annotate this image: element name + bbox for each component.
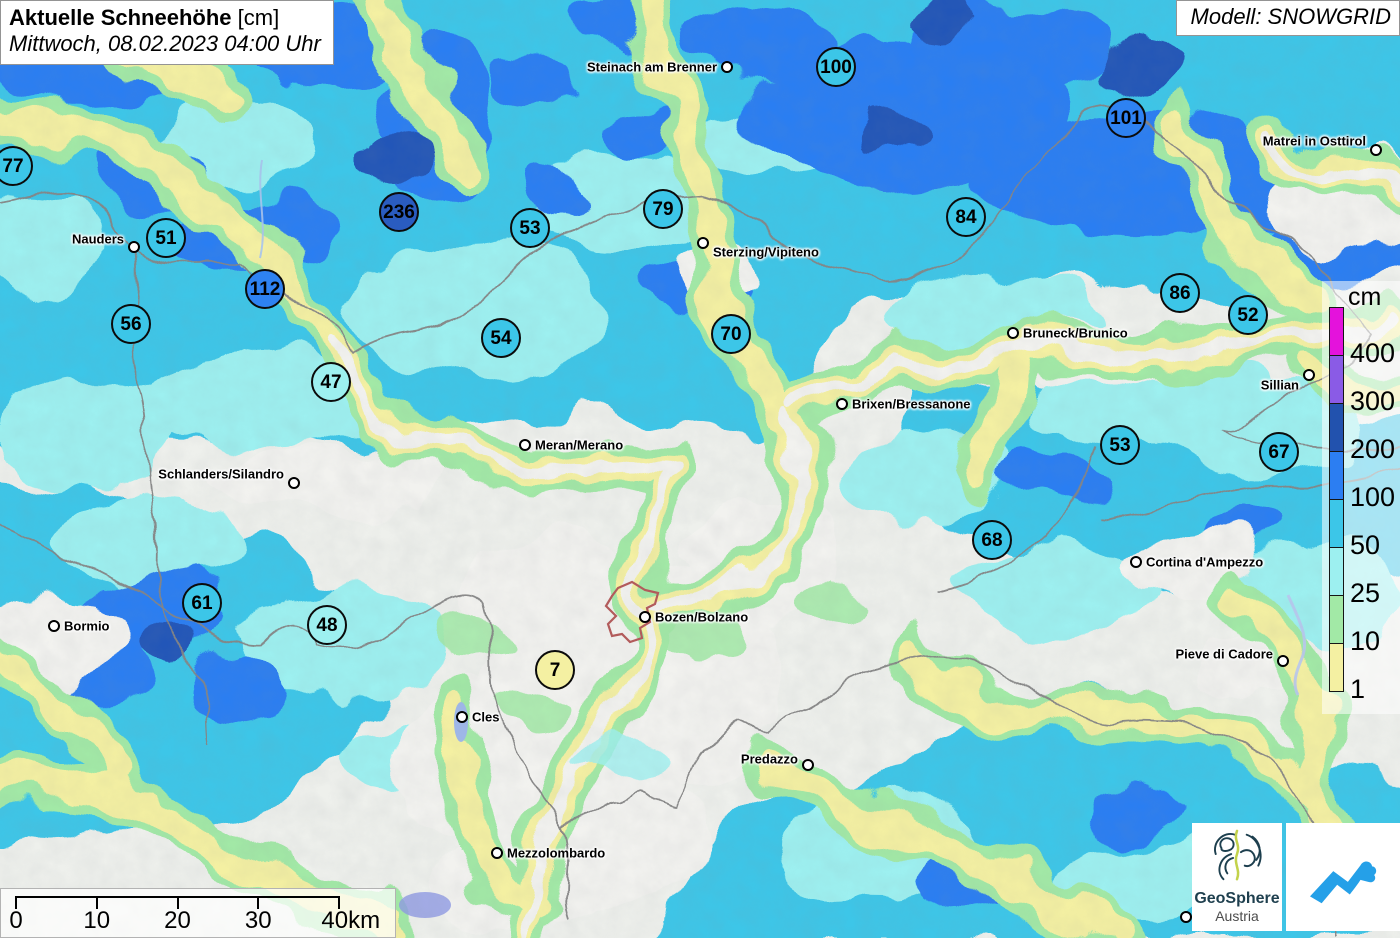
city-dot <box>1277 655 1289 667</box>
station-marker: 84 <box>946 197 986 237</box>
map-title-unit: [cm] <box>237 5 280 30</box>
scalebar-tick <box>338 896 340 909</box>
legend: cm 400 300 200 100 50 25 10 1 <box>1322 281 1400 714</box>
geosphere-name: GeoSphere <box>1194 890 1280 907</box>
city-label: Sillian <box>1260 377 1299 393</box>
city-dot <box>456 711 468 723</box>
legend-swatch: 10 <box>1329 595 1380 655</box>
city-label: Cortina d'Ampezzo <box>1146 554 1264 570</box>
scalebar-label: 40km <box>321 907 381 934</box>
station-marker: 79 <box>643 189 683 229</box>
legend-swatch: 25 <box>1329 547 1380 607</box>
city-dot <box>48 620 60 632</box>
legend-swatch: 1 <box>1329 643 1365 703</box>
station-marker: 52 <box>1228 295 1268 335</box>
city-dot <box>697 237 709 249</box>
geosphere-logo-icon <box>1214 829 1262 881</box>
city-label: Steinach am Brenner <box>586 59 717 75</box>
bozen-boundary <box>604 580 660 644</box>
legend-colorbar: 400 300 200 100 50 25 10 1 <box>1329 307 1395 703</box>
station-marker: 7 <box>535 650 575 690</box>
city-dot <box>491 847 503 859</box>
city-dot <box>128 241 140 253</box>
legend-unit: cm <box>1348 283 1382 311</box>
scalebar-label: 0 <box>9 907 23 934</box>
city-label: Predazzo <box>740 751 798 767</box>
map-title: Aktuelle Schneehöhe <box>9 5 232 30</box>
legend-swatch: 200 <box>1329 403 1395 463</box>
geosphere-country: Austria <box>1215 908 1259 925</box>
scalebar-label: 10 <box>83 907 111 934</box>
legend-value: 50 <box>1350 530 1381 560</box>
legend-value: 200 <box>1350 434 1396 464</box>
station-marker: 67 <box>1259 432 1299 472</box>
station-marker: 61 <box>182 583 222 623</box>
city-label: Cles <box>472 709 500 725</box>
scalebar-tick <box>95 896 98 909</box>
map-title-box: Aktuelle Schneehöhe [cm] Mittwoch, 08.02… <box>0 0 334 65</box>
geosphere-logo-box: GeoSphere Austria <box>1192 823 1282 931</box>
city-dot <box>639 611 651 623</box>
city-dot <box>721 61 733 73</box>
scalebar-tick <box>176 896 179 909</box>
city-label: Bozen/Bolzano <box>655 609 749 625</box>
legend-value: 300 <box>1350 386 1396 416</box>
city-dot <box>1303 369 1315 381</box>
scalebar-tick <box>257 896 260 909</box>
station-marker: 70 <box>711 314 751 354</box>
city-label: Brixen/Bressanone <box>852 396 971 412</box>
station-marker: 54 <box>481 318 521 358</box>
city-label: Schlanders/Silandro <box>158 466 284 482</box>
station-marker: 47 <box>311 362 351 402</box>
scalebar: 0 10 20 30 40km <box>0 888 396 938</box>
city-dot <box>1370 144 1382 156</box>
legend-value: 400 <box>1350 338 1396 368</box>
station-marker: 68 <box>972 520 1012 560</box>
station-marker: 53 <box>1100 425 1140 465</box>
city-dot <box>802 759 814 771</box>
legend-value: 1 <box>1350 674 1366 704</box>
city-dot <box>836 398 848 410</box>
model-label: Modell: SNOWGRID <box>1175 0 1400 36</box>
map-timestamp: Mittwoch, 08.02.2023 04:00 Uhr <box>9 31 321 56</box>
legend-value: 100 <box>1350 482 1396 512</box>
station-marker: 112 <box>245 269 285 309</box>
station-marker: 53 <box>510 208 550 248</box>
city-label: Pieve di Cadore <box>1175 646 1273 662</box>
city-label: Bruneck/Brunico <box>1023 325 1128 341</box>
legend-swatch: 50 <box>1329 499 1380 559</box>
legend-swatch: 300 <box>1329 355 1395 415</box>
arrow-logo-icon <box>1310 861 1377 904</box>
city-label: Meran/Merano <box>535 437 624 453</box>
scalebar-label: 20 <box>164 907 191 934</box>
legend-value: 25 <box>1350 578 1381 608</box>
legend-value: 10 <box>1350 626 1381 656</box>
city-label: Bormio <box>64 618 110 634</box>
station-marker: 86 <box>1160 273 1200 313</box>
station-marker: 77 <box>0 146 33 186</box>
legend-swatch: 100 <box>1329 451 1395 511</box>
city-dot <box>1130 556 1142 568</box>
city-label: Nauders <box>71 231 124 247</box>
city-dot <box>288 477 300 489</box>
station-marker: 48 <box>307 605 347 645</box>
city-label: Mezzolombardo <box>507 845 606 861</box>
scalebar-label: 30 <box>244 907 272 934</box>
legend-swatch: 400 <box>1329 307 1395 367</box>
station-marker: 100 <box>816 47 856 87</box>
station-marker: 51 <box>146 218 186 258</box>
city-dot <box>519 439 531 451</box>
city-label: Sterzing/Vipiteno <box>713 244 819 260</box>
station-marker: 236 <box>379 192 419 232</box>
city-dot <box>1180 911 1192 923</box>
city-label: Matrei in Osttirol <box>1262 133 1366 149</box>
arrow-logo-box <box>1286 823 1400 931</box>
station-marker: 56 <box>111 304 151 344</box>
station-marker: 101 <box>1106 98 1146 138</box>
city-dot <box>1007 327 1019 339</box>
scalebar-tick <box>15 896 17 909</box>
